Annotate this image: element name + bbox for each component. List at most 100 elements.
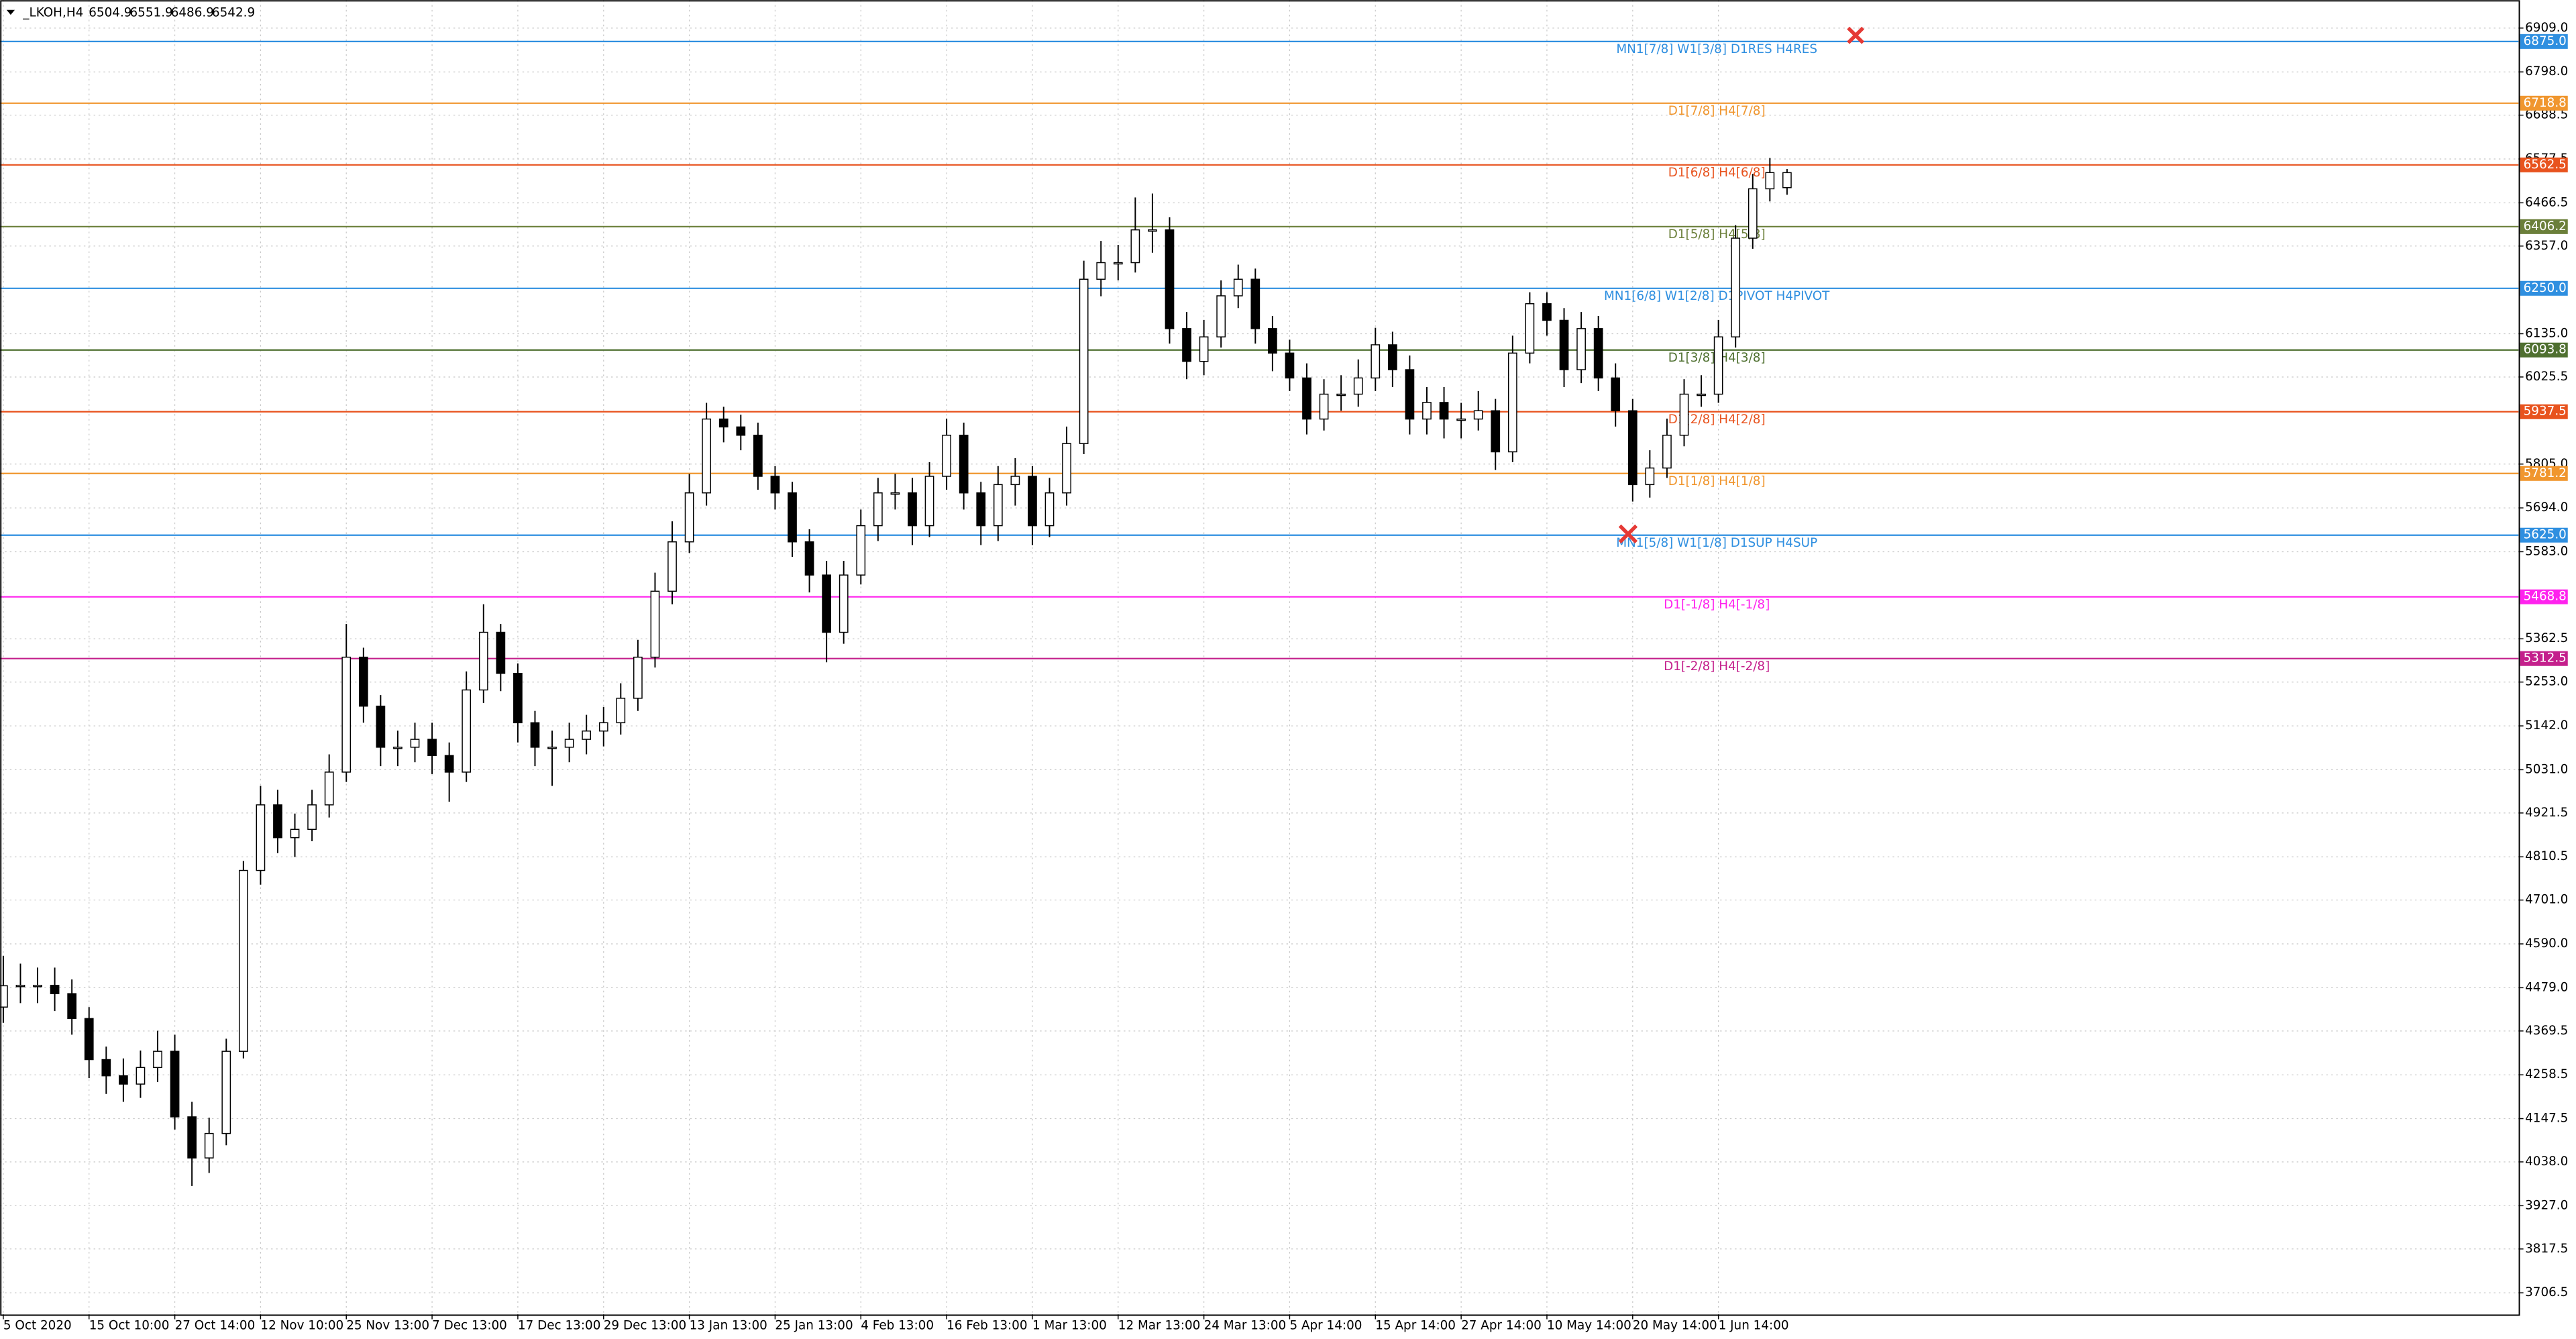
- candle-body: [804, 541, 814, 576]
- y-tick-label: 6135.0: [2525, 326, 2568, 340]
- y-tick-label: 4810.5: [2525, 849, 2568, 863]
- candle-body: [427, 739, 437, 756]
- candle-body: [788, 492, 797, 543]
- x-tick-label: 12 Nov 10:00: [260, 1318, 343, 1332]
- candle-body: [839, 574, 849, 633]
- candle-body: [1679, 393, 1689, 436]
- price-tag-label: 5781.2: [2524, 466, 2567, 480]
- candle-body: [908, 492, 917, 527]
- y-tick-label: 5694.0: [2525, 500, 2568, 515]
- price-tag-label: 6093.8: [2524, 343, 2567, 357]
- price-tag: [2520, 527, 2568, 543]
- price-tag-label: 6875.0: [2524, 34, 2567, 48]
- candle-body: [1199, 336, 1209, 362]
- candle-body: [1044, 492, 1055, 527]
- level-label: MN1[5/8] W1[1/8] D1SUP H4SUP: [1616, 536, 1817, 550]
- level-label: D1[7/8] H4[7/8]: [1668, 104, 1766, 118]
- level-label: D1[-1/8] H4[-1/8]: [1664, 598, 1770, 612]
- y-tick-label: 4147.5: [2525, 1112, 2568, 1126]
- y-tick-label: 4258.5: [2525, 1067, 2568, 1081]
- candle-body: [1028, 476, 1037, 527]
- price-tag-label: 5625.0: [2524, 528, 2567, 542]
- level-label: D1[1/8] H4[1/8]: [1668, 474, 1766, 488]
- cross-marker: [1847, 26, 1865, 44]
- candle-body: [324, 771, 334, 806]
- candle-body: [856, 525, 866, 576]
- level-label: MN1[7/8] W1[3/8] D1RES H4RES: [1616, 42, 1817, 56]
- candle-body: [770, 476, 780, 494]
- candle-body: [1439, 402, 1449, 420]
- y-tick-label: 4369.5: [2525, 1024, 2568, 1038]
- price-tag: [2520, 466, 2568, 481]
- price-tag: [2520, 280, 2568, 296]
- candle-body: [1285, 352, 1295, 379]
- candle-body: [462, 689, 472, 773]
- price-tag-label: 6562.5: [2524, 158, 2567, 172]
- y-tick-label: 4590.0: [2525, 936, 2568, 951]
- candle-body: [1079, 278, 1089, 444]
- candle-body: [667, 541, 677, 592]
- candle-body: [67, 993, 77, 1020]
- candle-body: [84, 1018, 94, 1061]
- axes: 6909.06798.06688.56577.56466.56357.06135…: [3, 21, 2568, 1332]
- candle-body: [1268, 328, 1277, 354]
- candle-body: [1096, 262, 1106, 280]
- candle-body: [1216, 295, 1226, 337]
- y-tick-label: 5583.0: [2525, 544, 2568, 558]
- y-tick-label: 5362.5: [2525, 631, 2568, 645]
- plot-frame: [0, 0, 2520, 1316]
- y-tick-label: 3706.5: [2525, 1285, 2568, 1299]
- price-tag-label: 5468.8: [2524, 590, 2567, 604]
- y-tick-label: 5142.0: [2525, 718, 2568, 733]
- header-value: 6542.9: [212, 6, 255, 20]
- y-tick-label: 6357.0: [2525, 239, 2568, 253]
- candle-body: [170, 1051, 180, 1118]
- candle-body: [873, 492, 883, 527]
- candle-body: [942, 435, 951, 477]
- candle-body: [1593, 328, 1603, 379]
- candle-body: [1697, 393, 1706, 396]
- candle-body: [1525, 303, 1535, 354]
- candle-body: [633, 656, 643, 699]
- candle-body: [1627, 410, 1638, 486]
- candle-body: [478, 631, 488, 691]
- candle-body: [1010, 476, 1020, 486]
- x-tick-label: 27 Apr 14:00: [1461, 1318, 1542, 1332]
- candle-body: [1731, 237, 1741, 337]
- price-tag: [2520, 342, 2568, 358]
- candle-body: [273, 804, 282, 839]
- y-tick-label: 4479.0: [2525, 980, 2568, 994]
- candle-body: [15, 985, 25, 987]
- candle-body: [1302, 377, 1311, 420]
- y-tick-label: 4921.5: [2525, 806, 2568, 820]
- price-tag: [2520, 219, 2568, 234]
- y-tick-label: 5031.0: [2525, 762, 2568, 776]
- price-tag: [2520, 95, 2568, 111]
- candle-body: [187, 1116, 197, 1159]
- candle-body: [924, 476, 934, 527]
- x-tick-label: 25 Nov 13:00: [346, 1318, 429, 1332]
- candle-body: [1542, 303, 1552, 321]
- candle-body: [1336, 393, 1346, 396]
- candle-body: [153, 1051, 162, 1069]
- x-tick-label: 27 Oct 14:00: [175, 1318, 256, 1332]
- x-tick-label: 10 May 14:00: [1547, 1318, 1631, 1332]
- candle-body: [1182, 328, 1191, 362]
- level-label: D1[6/8] H4[6/8]: [1668, 166, 1766, 180]
- candle-body: [290, 828, 300, 839]
- candle-body: [238, 869, 248, 1052]
- x-tick-label: 5 Apr 14:00: [1289, 1318, 1362, 1332]
- header-value: 6551.9: [129, 6, 172, 20]
- candle-body: [822, 574, 831, 633]
- candle-body: [1233, 278, 1243, 297]
- candle-body: [444, 755, 454, 773]
- candle-body: [1387, 344, 1397, 370]
- candle-body: [890, 492, 900, 495]
- candle-body: [1713, 336, 1723, 395]
- level-label: D1[-2/8] H4[-2/8]: [1664, 659, 1770, 674]
- menu-arrow[interactable]: [6, 9, 15, 15]
- cross-marker: [1618, 524, 1638, 544]
- candle-body: [530, 722, 540, 748]
- candle-body: [1371, 344, 1381, 379]
